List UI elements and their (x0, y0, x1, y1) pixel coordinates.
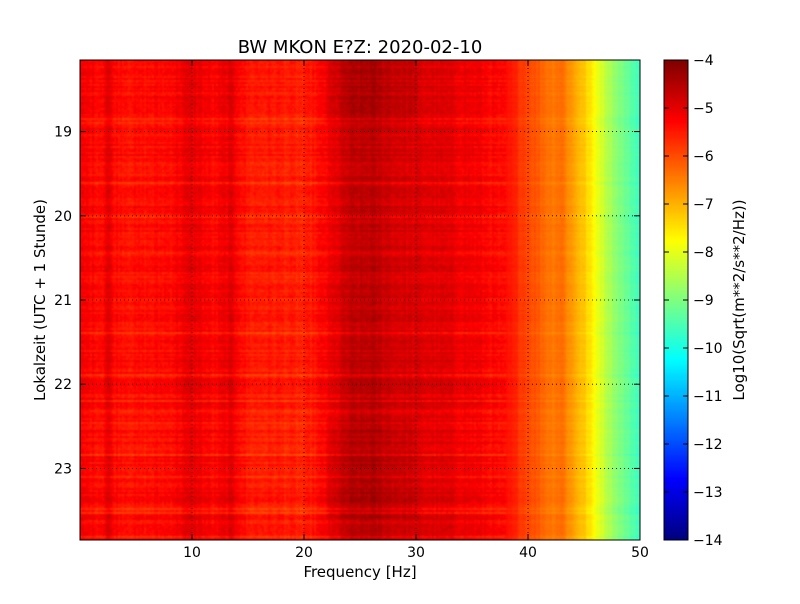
colorbar-tick-label: −12 (693, 437, 723, 453)
x-axis-label: Frequency [Hz] (303, 563, 416, 581)
colorbar-tick-label: −13 (693, 485, 723, 501)
y-tick-label: 22 (54, 377, 72, 393)
colorbar-tick-label: −7 (693, 197, 714, 213)
colorbar-tick-label: −4 (693, 53, 714, 69)
x-axis-ticks: 10 20 30 40 50 (183, 60, 649, 561)
x-tick-label: 30 (407, 545, 425, 561)
x-tick-label: 50 (631, 545, 649, 561)
colorbar-tick-label: −8 (693, 245, 714, 261)
colorbar-ticks: −4 −5 −6 −7 −8 −9 −10 −11 −12 −13 −14 (664, 53, 723, 549)
y-tick-label: 23 (54, 461, 72, 477)
y-axis-ticks: 19 20 21 22 23 (54, 125, 640, 477)
y-tick-label: 21 (54, 293, 72, 309)
x-tick-label: 40 (519, 545, 537, 561)
chart-title: BW MKON E?Z: 2020-02-10 (238, 37, 483, 58)
y-tick-label: 20 (54, 209, 72, 225)
colorbar-tick-label: −14 (693, 533, 723, 549)
colorbar-tick-label: −9 (693, 293, 714, 309)
colorbar-tick-label: −5 (693, 101, 714, 117)
colorbar-label: Log10(Sqrt(m**2/s**2/Hz)) (730, 199, 748, 400)
colorbar-tick-label: −11 (693, 389, 723, 405)
x-tick-label: 10 (183, 545, 201, 561)
grid-lines (80, 60, 640, 540)
y-axis-label: Lokalzeit (UTC + 1 Stunde) (31, 199, 49, 401)
x-tick-label: 20 (295, 545, 313, 561)
colorbar-tick-label: −10 (693, 341, 723, 357)
colorbar-tick-label: −6 (693, 149, 714, 165)
y-tick-label: 19 (54, 125, 72, 141)
